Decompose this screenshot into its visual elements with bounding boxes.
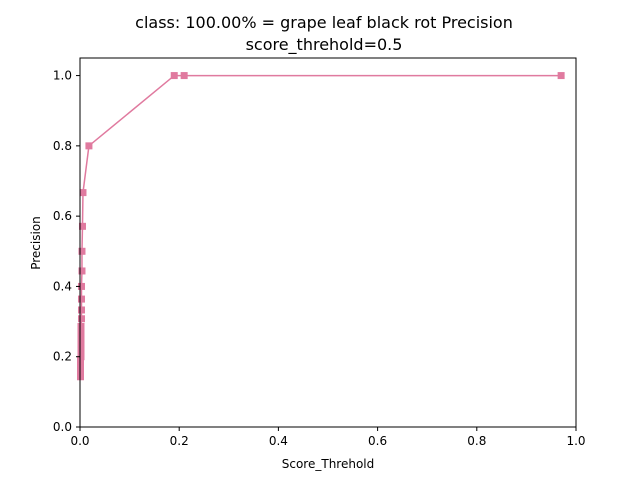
x-tick-label: 0.8 (467, 434, 486, 448)
y-tick-label: 0.6 (53, 209, 72, 223)
data-point-marker (77, 329, 85, 337)
data-point-marker (77, 306, 85, 314)
data-point-marker (77, 335, 85, 343)
plot-area (76, 72, 565, 381)
chart-title-line-1: class: 100.00% = grape leaf black rot Pr… (135, 13, 513, 32)
axes-frame (79, 57, 577, 428)
y-tick-label: 0.2 (53, 350, 72, 364)
data-point-marker (77, 353, 85, 361)
y-tick-label: 0.8 (53, 139, 72, 153)
x-axis-label: Score_Threhold (282, 457, 375, 471)
data-point-marker (78, 247, 86, 255)
data-point-marker (170, 72, 178, 80)
data-point-marker (77, 322, 85, 330)
data-point-marker (180, 72, 188, 80)
y-axis-label: Precision (29, 216, 43, 270)
x-axis-ticks: 0.0 0.2 0.4 0.6 0.8 1.0 (70, 427, 586, 448)
data-point-marker (78, 222, 86, 230)
chart-title-line-2: score_threhold=0.5 (246, 35, 403, 55)
data-point-marker (77, 295, 85, 303)
data-point-marker (77, 349, 85, 357)
x-tick-label: 0.4 (269, 434, 288, 448)
x-tick-label: 0.0 (70, 434, 89, 448)
x-tick-label: 0.6 (368, 434, 387, 448)
data-point-marker (78, 267, 86, 275)
x-tick-label: 1.0 (566, 434, 585, 448)
x-tick-label: 0.2 (170, 434, 189, 448)
y-tick-label: 1.0 (53, 69, 72, 83)
data-point-marker (85, 142, 93, 150)
data-point-marker (77, 340, 85, 348)
y-axis-ticks: 0.0 0.2 0.4 0.6 0.8 1.0 (53, 69, 80, 434)
data-point-marker (77, 345, 85, 353)
data-point-marker (77, 315, 85, 323)
y-tick-label: 0.0 (53, 420, 72, 434)
data-point-marker (79, 189, 87, 197)
data-point-marker (557, 72, 565, 80)
y-tick-label: 0.4 (53, 279, 72, 293)
series-line (79, 74, 562, 377)
data-point-marker (77, 282, 85, 290)
